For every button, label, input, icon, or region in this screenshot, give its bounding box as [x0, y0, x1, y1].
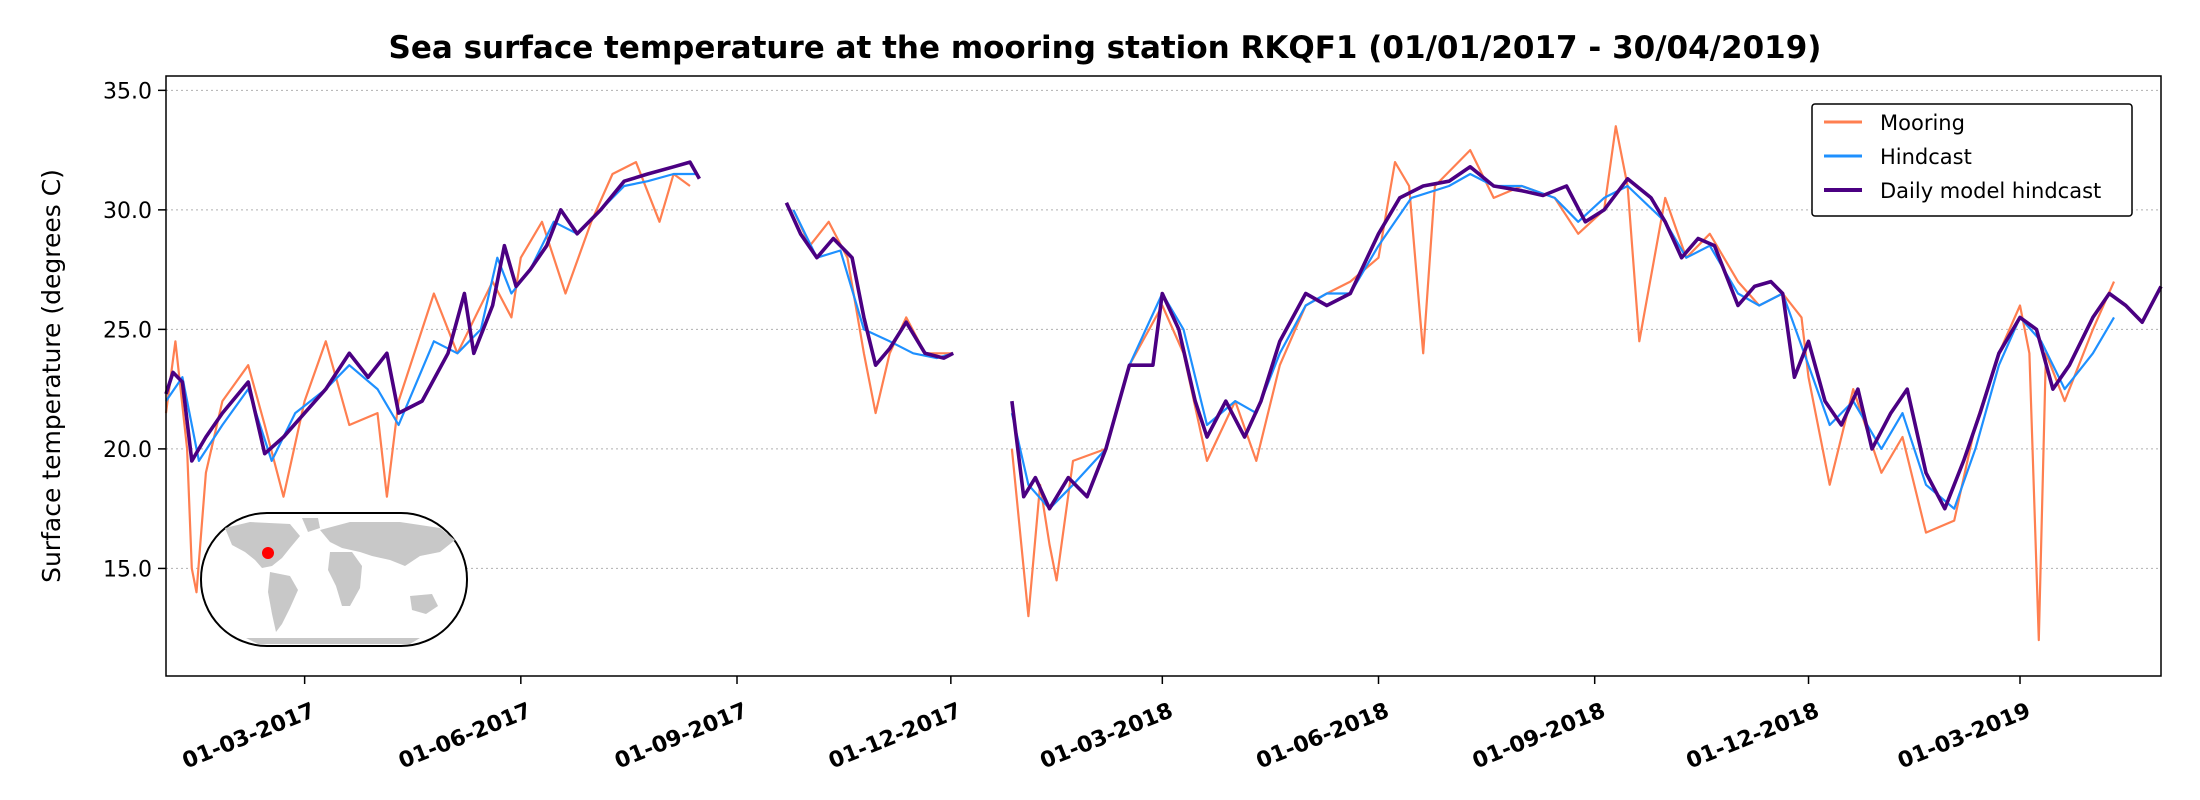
x-tick-label: 01-03-2017	[179, 698, 319, 774]
x-tick-label: 01-06-2017	[395, 698, 535, 774]
x-tick-label: 01-03-2019	[1894, 698, 2034, 774]
x-tick-label: 01-12-2018	[1683, 698, 1823, 774]
x-tick-label: 01-03-2018	[1037, 698, 1177, 774]
x-axis: 01-03-2017 01-06-2017 01-09-2017 01-12-2017…	[179, 676, 2034, 774]
legend-item-hindcast: Hindcast	[1824, 145, 1972, 169]
series-daily-model-hindcast	[164, 160, 2163, 511]
plot-border	[165, 75, 2162, 677]
x-tick-label: 01-06-2018	[1253, 698, 1393, 774]
greenland-shape	[302, 518, 320, 532]
south-america-shape	[268, 572, 298, 632]
legend: Mooring Hindcast Daily model hindcast	[1811, 103, 2133, 217]
x-tick-label: 01-12-2017	[825, 698, 965, 774]
series-line-segment	[1010, 165, 2163, 511]
y-tick-label: 20.0	[103, 438, 152, 463]
series-line-segment	[792, 209, 954, 360]
australia-shape	[410, 594, 438, 614]
chart-title: Sea surface temperature at the mooring s…	[389, 30, 1822, 66]
legend-box	[1811, 103, 2133, 217]
series-line-segment	[164, 160, 701, 463]
legend-item-mooring: Mooring	[1824, 111, 1965, 135]
legend-label-daily-model-hindcast: Daily model hindcast	[1880, 179, 2101, 203]
x-tick-label: 01-09-2017	[611, 698, 751, 774]
series-line-segment	[1010, 172, 2115, 510]
europe-asia-shape	[320, 522, 455, 566]
y-axis: 15.0 20.0 25.0 30.0 35.0	[103, 79, 166, 582]
north-america-shape	[225, 522, 300, 568]
series-layer	[164, 125, 2163, 642]
africa-shape	[328, 552, 362, 606]
y-tick-label: 25.0	[103, 318, 152, 343]
continents	[225, 518, 455, 644]
legend-label-mooring: Mooring	[1880, 111, 1965, 135]
mooring-location-marker	[262, 547, 274, 559]
legend-label-hindcast: Hindcast	[1880, 145, 1972, 169]
series-line-segment	[784, 201, 955, 368]
antarctica-shape	[246, 638, 420, 644]
inset-world-map	[200, 512, 468, 647]
y-tick-label: 15.0	[103, 557, 152, 582]
x-tick-label: 01-09-2018	[1469, 698, 1609, 774]
y-axis-label: Surface temperature (degrees C)	[37, 169, 66, 583]
legend-item-daily-model-hindcast: Daily model hindcast	[1824, 179, 2101, 203]
y-tick-label: 35.0	[103, 79, 152, 104]
y-tick-label: 30.0	[103, 199, 152, 224]
series-line-segment	[164, 161, 691, 594]
